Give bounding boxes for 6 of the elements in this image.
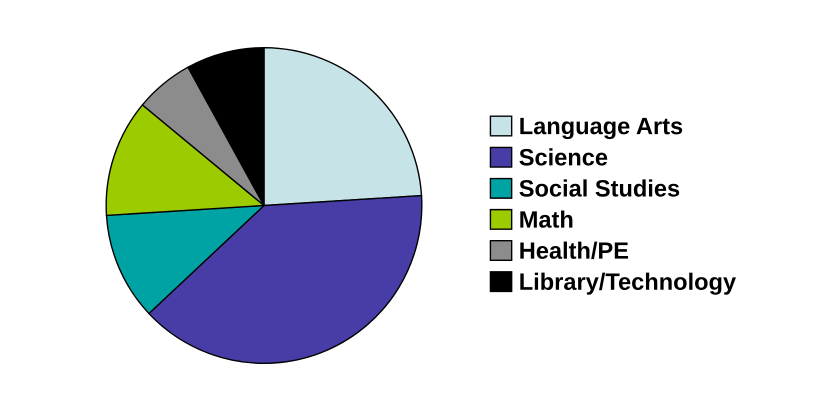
legend-label: Health/PE (520, 242, 628, 260)
legend-label: Library/Technology (520, 272, 736, 295)
legend-label: Math (520, 210, 572, 228)
legend-label: Social Studies (519, 179, 680, 197)
legend-label: Science (519, 148, 608, 166)
legend-label: Language Arts (520, 118, 682, 140)
